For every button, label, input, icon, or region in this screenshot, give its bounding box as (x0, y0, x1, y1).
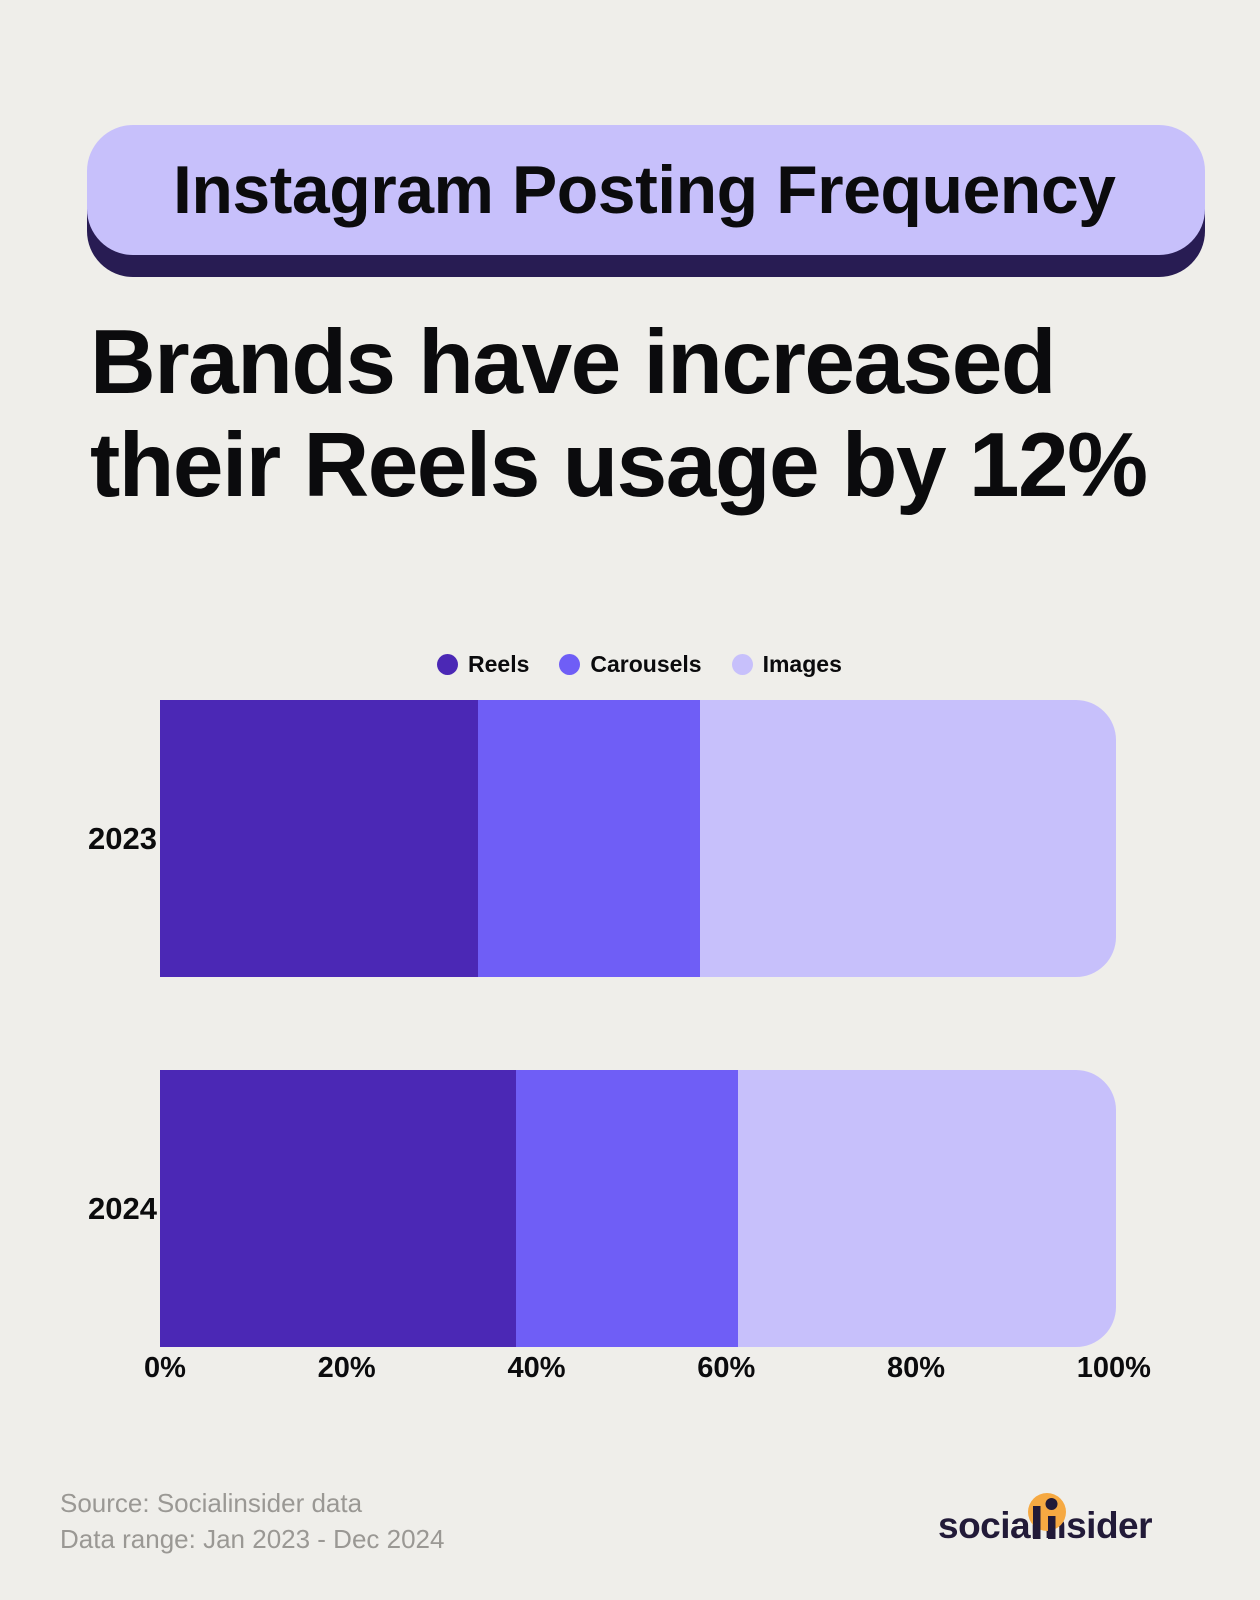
svg-text:social: social (938, 1505, 1040, 1546)
